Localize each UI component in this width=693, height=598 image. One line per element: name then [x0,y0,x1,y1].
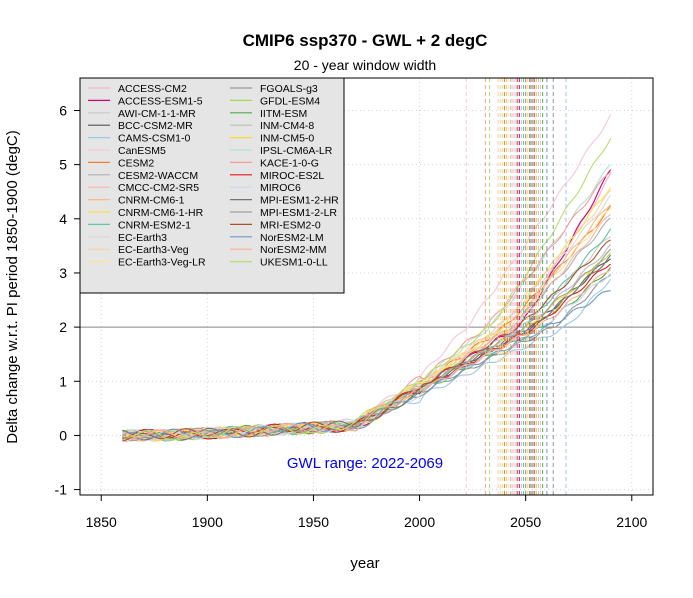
y-tick-label: 2 [59,319,67,335]
legend-label: KACE-1-0-G [260,157,319,169]
legend-label: UKESM1-0-LL [260,257,328,269]
legend-label: CNRM-CM6-1 [118,195,185,207]
x-tick-label: 2050 [510,514,541,530]
series-lines [122,114,612,442]
legend-label: CAMS-CSM1-0 [118,133,191,145]
legend-label: CMCC-CM2-SR5 [118,182,199,194]
legend-label: EC-Earth3-Veg [118,244,189,256]
legend-label: MIROC-ES2L [260,170,324,182]
legend: ACCESS-CM2ACCESS-ESM1-5AWI-CM-1-1-MRBCC-… [79,77,345,294]
legend-label: ACCESS-ESM1-5 [118,95,203,107]
y-tick-label: 5 [59,157,67,173]
x-tick-label: 1850 [86,514,117,530]
series-line-NorESM2-LM [122,290,611,439]
series-line-UKESM1-0-LL [122,138,612,441]
legend-label: CNRM-ESM2-1 [118,219,191,231]
legend-label: INM-CM4-8 [260,120,314,132]
legend-label: EC-Earth3-Veg-LR [118,257,206,269]
legend-label: MIROC6 [260,182,301,194]
legend-label: MPI-ESM1-2-LR [260,207,337,219]
x-tick-label: 2100 [616,514,647,530]
legend-label: NorESM2-LM [260,232,324,244]
legend-label: FGOALS-g3 [260,83,318,95]
y-tick-label: 3 [59,265,67,281]
legend-label: EC-Earth3 [118,232,167,244]
legend-label: MRI-ESM2-0 [260,219,321,231]
series-line-NorESM2-MM [122,269,611,439]
x-axis-label: year [350,555,379,572]
legend-label: IPSL-CM6A-LR [260,145,333,157]
y-tick-label: 6 [59,102,67,118]
x-tick-label: 1900 [192,514,223,530]
x-tick-label: 1950 [298,514,329,530]
series-line-MPI-ESM1-2-LR [122,248,611,442]
legend-box [79,77,345,294]
legend-label: GFDL-ESM4 [260,95,320,107]
y-tick-label: 0 [59,427,67,443]
legend-label: CESM2-WACCM [118,170,198,182]
legend-label: CNRM-CM6-1-HR [118,207,204,219]
axes: 1850 1900 1950 2000 2050 2100 -1 0 1 2 3 4 5 6 [55,77,654,530]
chart-title: CMIP6 ssp370 - GWL + 2 degC [243,31,488,50]
x-tick-label: 2000 [404,514,435,530]
legend-label: CESM2 [118,157,154,169]
legend-label: AWI-CM-1-1-MR [118,108,196,120]
legend-label: CanESM5 [118,145,166,157]
legend-label: NorESM2-MM [260,244,327,256]
chart-subtitle: 20 - year window width [294,57,436,73]
legend-label: MPI-ESM1-2-HR [260,195,339,207]
y-tick-label: -1 [55,482,68,498]
legend-label: IITM-ESM [260,108,307,120]
legend-label: INM-CM5-0 [260,133,314,145]
y-tick-label: 4 [59,211,67,227]
y-axis-label: Delta change w.r.t. PI period 1850-1900 … [4,130,21,444]
legend-label: ACCESS-CM2 [118,83,187,95]
gwl-range-annotation: GWL range: 2022-2069 [287,455,443,472]
gwl-crossing-markers [465,78,567,495]
y-tick-label: 1 [59,373,67,389]
legend-label: BCC-CSM2-MR [118,120,193,132]
